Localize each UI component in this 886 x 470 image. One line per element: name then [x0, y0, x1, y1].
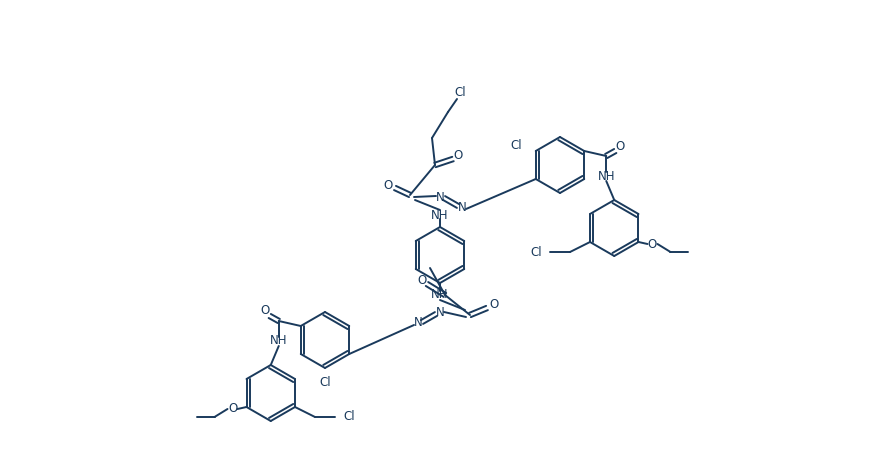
Text: O: O: [647, 237, 657, 251]
Text: NH: NH: [269, 335, 287, 347]
Text: NH: NH: [431, 209, 448, 221]
Text: N: N: [457, 201, 466, 213]
Text: O: O: [228, 402, 237, 415]
Text: Cl: Cl: [454, 86, 465, 99]
Text: O: O: [417, 274, 426, 287]
Text: N: N: [435, 306, 444, 320]
Text: NH: NH: [431, 289, 448, 301]
Text: N: N: [413, 316, 422, 329]
Text: Cl: Cl: [343, 410, 354, 423]
Text: Cl: Cl: [509, 139, 521, 151]
Text: N: N: [435, 190, 444, 204]
Text: NH: NH: [597, 170, 614, 182]
Text: Cl: Cl: [319, 376, 330, 389]
Text: O: O: [383, 179, 392, 191]
Text: O: O: [489, 298, 498, 312]
Text: O: O: [615, 140, 624, 152]
Text: Cl: Cl: [530, 245, 541, 258]
Text: O: O: [453, 149, 462, 162]
Text: O: O: [260, 305, 269, 318]
